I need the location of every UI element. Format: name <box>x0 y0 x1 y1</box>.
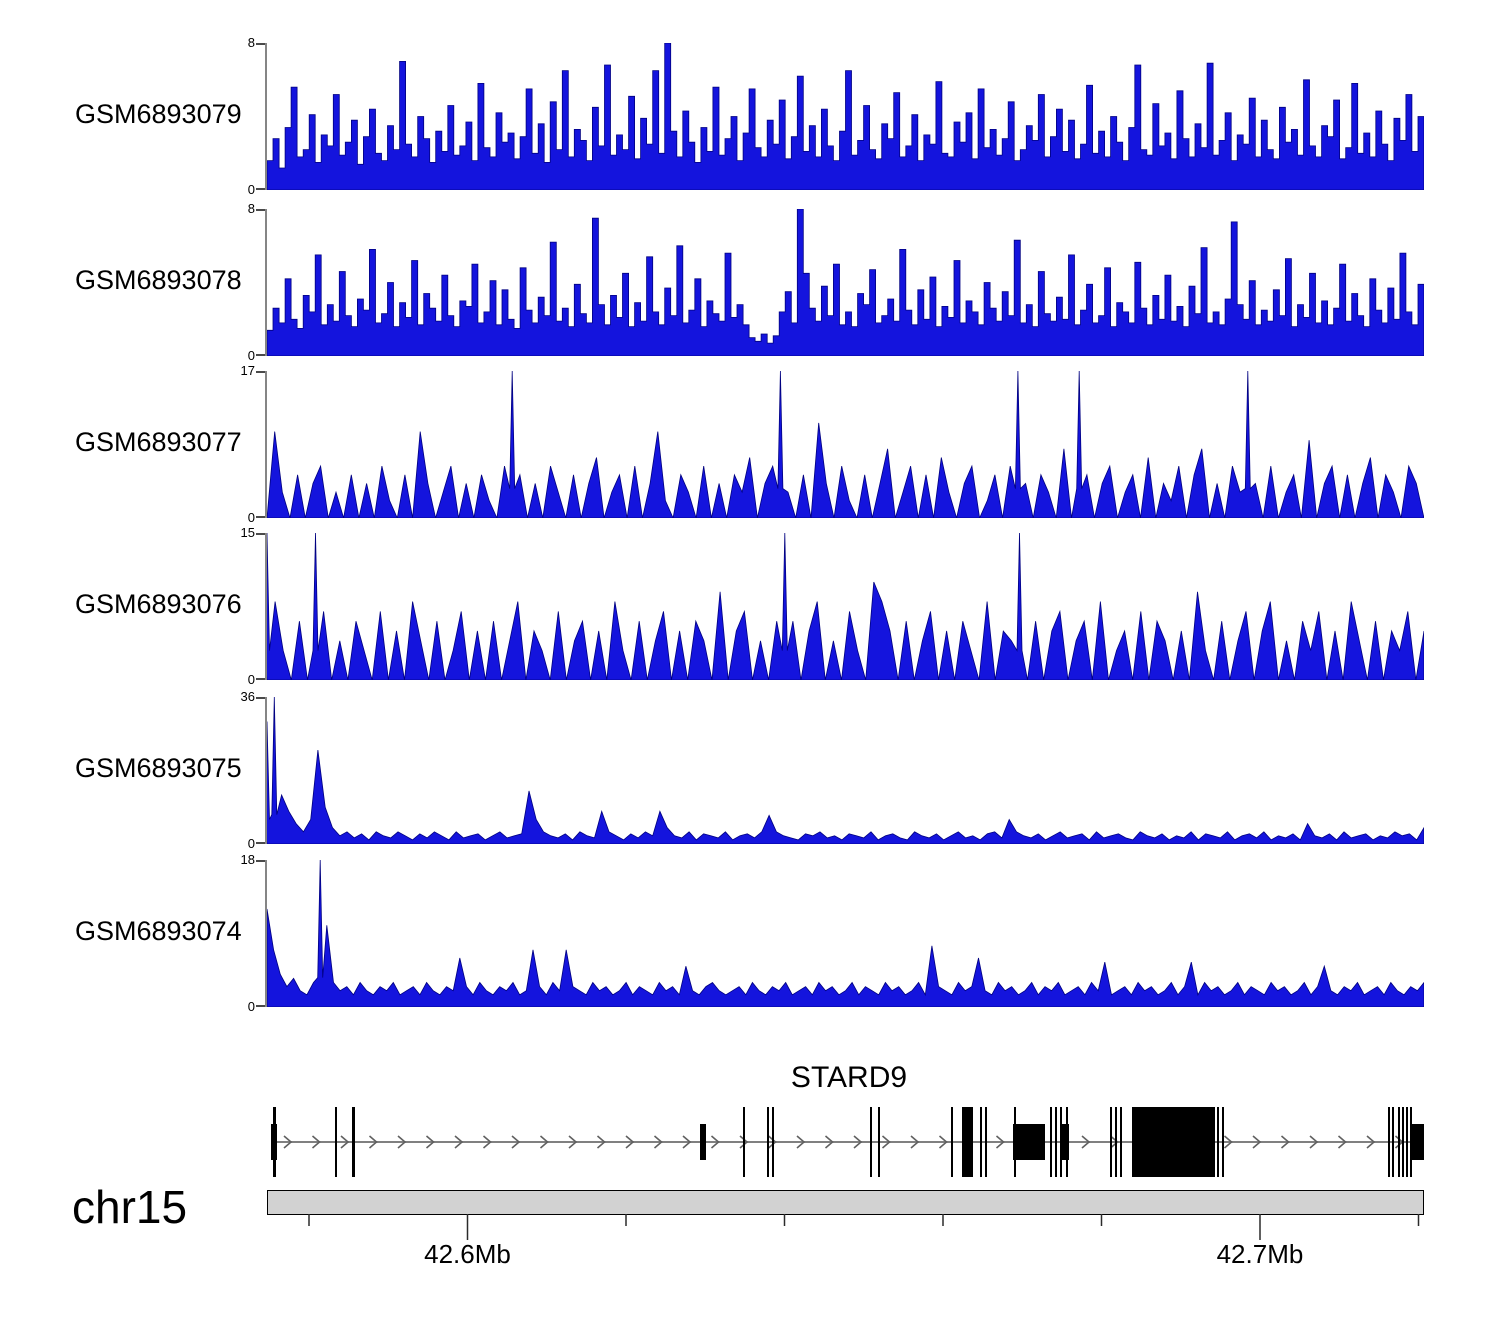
coverage-track-gsm6893077: GSM6893077 17 0 <box>0 363 1500 525</box>
signal-area <box>267 43 1424 190</box>
y-axis-bottom-tick <box>256 188 267 190</box>
y-max-label: 8 <box>247 201 255 216</box>
y-axis-top-tick <box>256 533 267 535</box>
axis-tick-label: 42.7Mb <box>1216 1239 1304 1269</box>
y-axis-line <box>265 43 267 190</box>
y-max-label: 18 <box>240 852 255 867</box>
track-label: GSM6893076 <box>75 589 242 619</box>
y-min-label: 0 <box>247 672 255 687</box>
signal-area <box>267 209 1424 356</box>
signal-area <box>267 371 1424 518</box>
track-label: GSM6893077 <box>75 427 242 457</box>
track-label: GSM6893079 <box>75 99 242 129</box>
signal-area <box>267 697 1424 844</box>
track-label: GSM6893074 <box>75 916 242 946</box>
coverage-track-gsm6893076: GSM6893076 15 0 <box>0 525 1500 687</box>
coverage-track-gsm6893078: GSM6893078 8 0 <box>0 201 1500 363</box>
y-axis-line <box>265 533 267 680</box>
y-max-label: 8 <box>247 35 255 50</box>
chromosome-ideogram <box>267 1190 1424 1215</box>
y-min-label: 0 <box>247 182 255 197</box>
y-max-label: 36 <box>240 689 255 704</box>
y-axis-line <box>265 697 267 844</box>
gene-model <box>271 1107 1424 1177</box>
axis-tick-label: 42.6Mb <box>424 1239 511 1269</box>
y-axis-top-tick <box>256 697 267 699</box>
y-axis-bottom-tick <box>256 1005 267 1007</box>
y-min-label: 0 <box>247 836 255 851</box>
y-min-label: 0 <box>247 999 255 1014</box>
y-axis-line <box>265 371 267 518</box>
chromosome-label: chr15 <box>72 1181 188 1233</box>
y-axis-top-tick <box>256 209 267 211</box>
y-axis-line <box>265 860 267 1007</box>
signal-area <box>267 533 1424 680</box>
y-axis-top-tick <box>256 371 267 373</box>
signal-area <box>267 860 1424 1007</box>
y-axis-bottom-tick <box>256 678 267 680</box>
coverage-track-gsm6893079: GSM6893079 8 0 <box>0 35 1500 197</box>
coverage-track-gsm6893075: GSM6893075 36 0 <box>0 689 1500 851</box>
genome-axis <box>308 1214 1420 1240</box>
y-min-label: 0 <box>247 510 255 525</box>
y-axis-top-tick <box>256 43 267 45</box>
y-axis-bottom-tick <box>256 842 267 844</box>
track-label: GSM6893078 <box>75 265 242 295</box>
gene-name-label: STARD9 <box>790 1061 908 1094</box>
track-label: GSM6893075 <box>75 753 242 783</box>
y-axis-line <box>265 209 267 356</box>
y-min-label: 0 <box>247 348 255 363</box>
y-axis-top-tick <box>256 860 267 862</box>
coverage-track-gsm6893074: GSM6893074 18 0 <box>0 852 1500 1014</box>
y-max-label: 17 <box>240 363 255 378</box>
y-max-label: 15 <box>240 525 255 540</box>
y-axis-bottom-tick <box>256 354 267 356</box>
y-axis-bottom-tick <box>256 516 267 518</box>
